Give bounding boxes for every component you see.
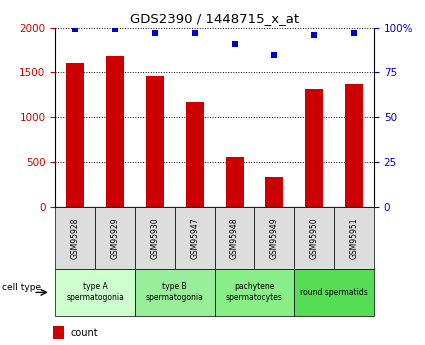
Bar [266,177,283,207]
Point [72,27,79,32]
Text: GSM95951: GSM95951 [350,217,359,259]
Text: GSM95949: GSM95949 [270,217,279,259]
Bar [146,76,164,207]
Bar [186,102,204,207]
Text: GSM95929: GSM95929 [110,217,119,259]
Text: pachytene
spermatocytes: pachytene spermatocytes [226,282,283,303]
FancyBboxPatch shape [135,269,215,316]
Text: cell type: cell type [2,283,41,292]
Point [351,30,357,36]
Bar [66,62,84,207]
Text: GSM95947: GSM95947 [190,217,199,259]
Bar [54,326,64,339]
FancyBboxPatch shape [215,269,294,316]
Text: round spermatids: round spermatids [300,288,368,297]
Point [271,52,278,57]
FancyBboxPatch shape [55,207,95,269]
FancyBboxPatch shape [255,207,294,269]
Point [311,32,317,38]
Text: GSM95930: GSM95930 [150,217,159,259]
Point [151,30,158,36]
FancyBboxPatch shape [95,207,135,269]
Bar [305,89,323,207]
Bar [345,84,363,207]
Point [191,30,198,36]
Point [112,27,119,32]
Text: count: count [70,328,98,338]
Text: type A
spermatogonia: type A spermatogonia [66,282,124,303]
Bar [106,56,124,207]
FancyBboxPatch shape [294,269,374,316]
Bar [226,157,244,207]
FancyBboxPatch shape [135,207,175,269]
Point [231,41,238,47]
FancyBboxPatch shape [334,207,374,269]
FancyBboxPatch shape [215,207,255,269]
Text: GSM95950: GSM95950 [310,217,319,259]
FancyBboxPatch shape [175,207,215,269]
Text: GSM95928: GSM95928 [71,217,79,259]
Text: GSM95948: GSM95948 [230,217,239,259]
Title: GDS2390 / 1448715_x_at: GDS2390 / 1448715_x_at [130,12,299,25]
FancyBboxPatch shape [294,207,334,269]
Text: type B
spermatogonia: type B spermatogonia [146,282,204,303]
FancyBboxPatch shape [55,269,135,316]
